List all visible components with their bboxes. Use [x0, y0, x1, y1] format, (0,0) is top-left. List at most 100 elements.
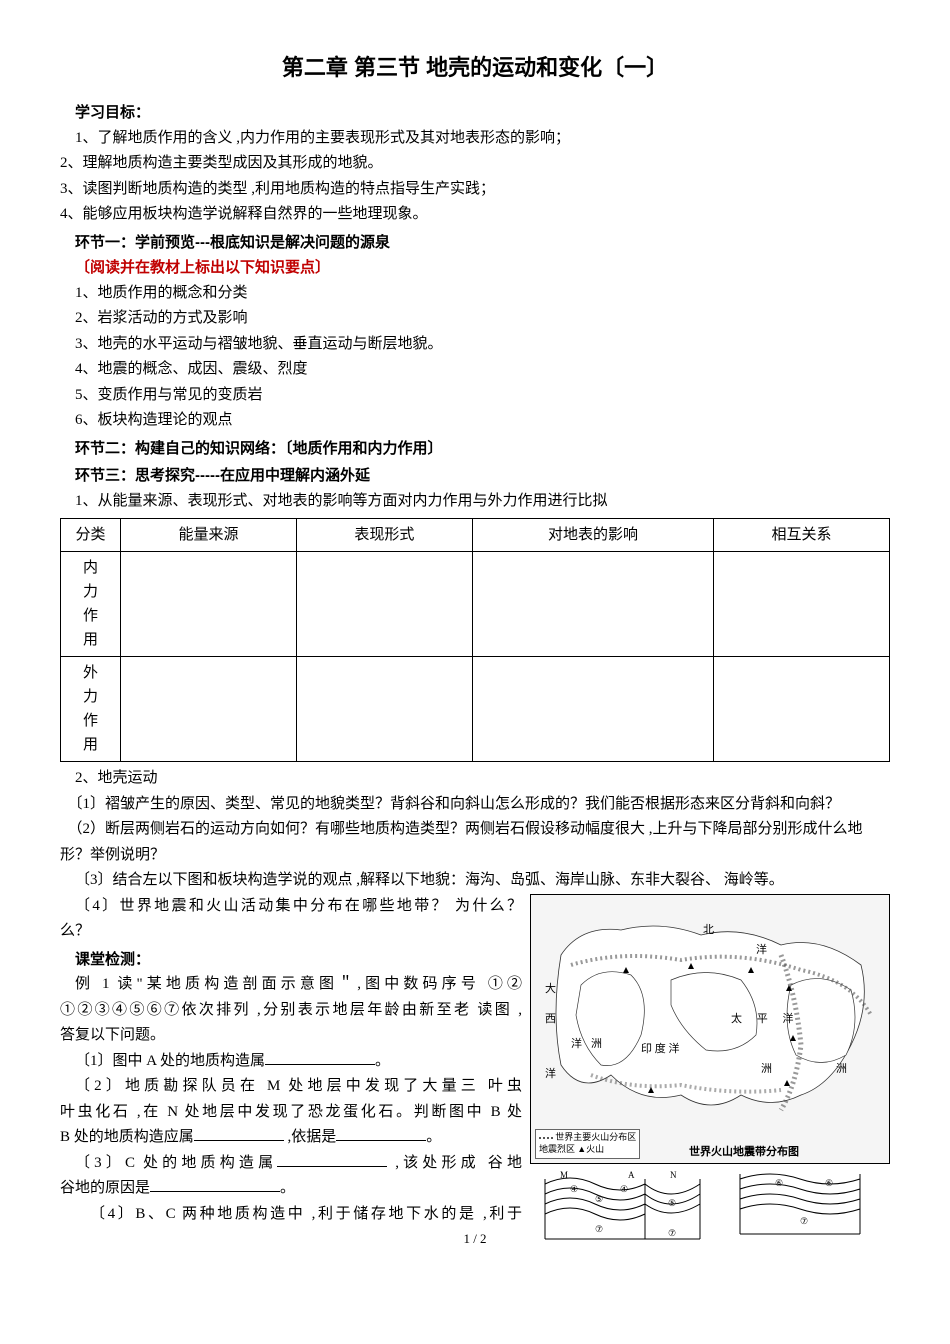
table-cell-category: 外力作用	[61, 657, 121, 762]
svg-text:⑥: ⑥	[775, 1178, 783, 1188]
step1-item: 3、地壳的水平运动与褶皱地貌、垂直运动与断层地貌。	[60, 332, 890, 358]
goal-item: 3、读图判断地质构造的类型 ,利用地质构造的特点指导生产实践；	[60, 177, 890, 203]
step1-item: 4、地震的概念、成因、震级、烈度	[60, 357, 890, 383]
table-header: 能量来源	[121, 519, 297, 552]
map-label-continent: 洲	[836, 1060, 847, 1076]
ex-q2a: 〔2〕地质勘探队员在 M 处地层中发现了大量三	[75, 1078, 480, 1094]
ex-q3b: ,该处形成	[387, 1155, 480, 1171]
subq-4b: 为什么？	[455, 898, 522, 914]
subq-1: 〔1〕褶皱产生的原因、类型、常见的地貌类型？背斜谷和向斜山怎么形成的？我们能否根…	[60, 792, 890, 818]
map-label-atlantic3: 洋	[545, 1065, 556, 1081]
ex1-c-prefix: 读图 ,	[477, 1002, 522, 1018]
svg-text:A: A	[628, 1170, 635, 1180]
blank	[336, 1126, 426, 1141]
svg-text:④: ④	[620, 1184, 628, 1194]
step3-heading: 环节三：思考探究-----在应用中理解内涵外延	[60, 463, 890, 489]
blank	[277, 1152, 387, 1167]
svg-text:N: N	[670, 1170, 677, 1180]
comparison-table: 分类 能量来源 表现形式 对地表的影响 相互关系 内力作用 外力作用	[60, 518, 890, 762]
period: 。	[426, 1129, 441, 1145]
svg-text:M: M	[560, 1170, 568, 1180]
ex-q1-text: 〔1〕图中 A 处的地质构造属	[75, 1053, 265, 1069]
table-header: 分类	[61, 519, 121, 552]
period: 。	[375, 1053, 390, 1069]
table-cell-category: 内力作用	[61, 552, 121, 657]
table-cell	[472, 552, 713, 657]
svg-text:④: ④	[570, 1184, 578, 1194]
map-label-ocean: 洋	[756, 941, 767, 957]
page-number: 1 / 2	[463, 1231, 486, 1247]
step1-heading: 环节一：学前预览---根底知识是解决问题的源泉	[60, 230, 890, 256]
map-label-atlantic1: 大	[545, 980, 556, 996]
table-cell	[296, 657, 472, 762]
table-header: 表现形式	[296, 519, 472, 552]
map-caption: 世界火山地震带分布图	[689, 1143, 799, 1159]
ex-q4a: 〔4〕B、C 两种地质构造中 ,利于储存地下水的是	[90, 1206, 477, 1222]
subq-2-text: （2）断层两侧岩石的运动方向如何？有哪些地质构造类型？两侧岩石假设移动幅度很大 …	[60, 821, 863, 863]
figure-container: 北 洋 太 平 洋 大 西 洋 印 度 洋 洲 洲 洲 洋 世界主要火山分布区 …	[530, 894, 890, 1259]
table-cell	[472, 657, 713, 762]
ex1-b: ①②③④⑤⑥⑦依次排列 ,分别表示地层年龄由新至老	[60, 1002, 471, 1018]
ex-q2c: B 处的地质构造应属	[60, 1129, 194, 1145]
map-label-atlantic2: 西	[545, 1010, 556, 1026]
table-cell	[121, 552, 297, 657]
ex-q2-suffix2: B 处	[491, 1104, 522, 1120]
svg-text:⑤: ⑤	[668, 1198, 676, 1208]
map-label-continent: 洲	[761, 1060, 772, 1076]
goals-heading: 学习目标：	[60, 100, 890, 126]
goal-item: 1、了解地质作用的含义 ,内力作用的主要表现形式及其对地表形态的影响；	[60, 126, 890, 152]
step1-item: 6、板块构造理论的观点	[60, 408, 890, 434]
svg-text:⑦: ⑦	[595, 1224, 603, 1234]
map-label-continent: 洲	[591, 1035, 602, 1051]
table-header: 相互关系	[714, 519, 890, 552]
period: 。	[280, 1180, 295, 1196]
legend-text: 地震烈区 ▲火山	[539, 1144, 604, 1154]
goal-item: 2、理解地质构造主要类型成因及其形成的地貌。	[60, 151, 890, 177]
subq-2: （2）断层两侧岩石的运动方向如何？有哪些地质构造类型？两侧岩石假设移动幅度很大 …	[60, 817, 890, 868]
table-cell	[121, 657, 297, 762]
blank	[194, 1126, 284, 1141]
subq-3: 〔3〕结合左以下图和板块构造学说的观点 ,解释以下地貌：海沟、岛弧、海岸山脉、东…	[60, 868, 890, 894]
ex-q3-suffix: 谷地	[488, 1155, 522, 1171]
ex-q3c: 谷地的原因是	[60, 1180, 150, 1196]
table-header: 对地表的影响	[472, 519, 713, 552]
table-cell	[296, 552, 472, 657]
ex1-b-suffix: ①②	[488, 976, 522, 992]
legend-line: 世界主要火山分布区	[539, 1132, 636, 1144]
table-row: 外力作用	[61, 657, 890, 762]
blank	[265, 1050, 375, 1065]
svg-text:⑦: ⑦	[800, 1216, 808, 1226]
step2-heading: 环节二：构建自己的知识网络：〔地质作用和内力作用〕	[60, 436, 890, 462]
page-title: 第二章 第三节 地壳的运动和变化〔一〕	[60, 50, 890, 82]
goal-item: 4、能够应用板块构造学说解释自然界的一些地理现象。	[60, 202, 890, 228]
map-label-continent: 洋	[571, 1035, 582, 1051]
blank	[150, 1177, 280, 1192]
step1-note: 〔阅读并在教材上标出以下知识要点〕	[60, 255, 890, 281]
ex-q2-suffix: 叶虫	[488, 1078, 522, 1094]
ex1-a: 例 1 读"某地质构造剖面示意图＂,图中数码序号	[75, 976, 480, 992]
map-label-indian: 印 度 洋	[641, 1040, 680, 1056]
step1-item: 5、变质作用与常见的变质岩	[60, 383, 890, 409]
legend-line: 地震烈区 ▲火山	[539, 1144, 636, 1156]
table-header-row: 分类 能量来源 表现形式 对地表的影响 相互关系	[61, 519, 890, 552]
ex-q2b: 叶虫化石 ,在 N 处地层中发现了恐龙蛋化石。判断图中	[60, 1104, 484, 1120]
world-map-figure: 北 洋 太 平 洋 大 西 洋 印 度 洋 洲 洲 洲 洋 世界主要火山分布区 …	[530, 894, 890, 1164]
svg-text:⑦: ⑦	[668, 1228, 676, 1238]
map-label-pacific: 太 平 洋	[731, 1010, 800, 1026]
map-legend: 世界主要火山分布区 地震烈区 ▲火山	[535, 1129, 640, 1158]
step3-q2: 2、地壳运动	[60, 766, 890, 792]
table-cell	[714, 552, 890, 657]
step3-q1: 1、从能量来源、表现形式、对地表的影响等方面对内力作用与外力作用进行比拟	[60, 489, 890, 515]
legend-text: 世界主要火山分布区	[555, 1132, 636, 1142]
ex-q4b: ,利于	[483, 1206, 522, 1222]
subq-1-text: 〔1〕褶皱产生的原因、类型、常见的地貌类型？背斜谷和向斜山怎么形成的？我们能否根…	[75, 796, 840, 812]
ex-q3a: 〔3〕C 处的地质构造属	[75, 1155, 277, 1171]
table-row: 内力作用	[61, 552, 890, 657]
map-label-north: 北	[703, 921, 714, 937]
table-cell	[714, 657, 890, 762]
svg-text:⑤: ⑤	[595, 1194, 603, 1204]
step1-item: 1、地质作用的概念和分类	[60, 281, 890, 307]
subq-4a: 〔4〕世界地震和火山活动集中分布在哪些地带？	[75, 898, 449, 914]
ex-q2d: ,依据是	[284, 1129, 337, 1145]
cross-section-diagram: M A N ④ ⑤ ④ ⑤ ⑦ ⑦ ⑥ ⑥ ⑦	[540, 1164, 880, 1254]
